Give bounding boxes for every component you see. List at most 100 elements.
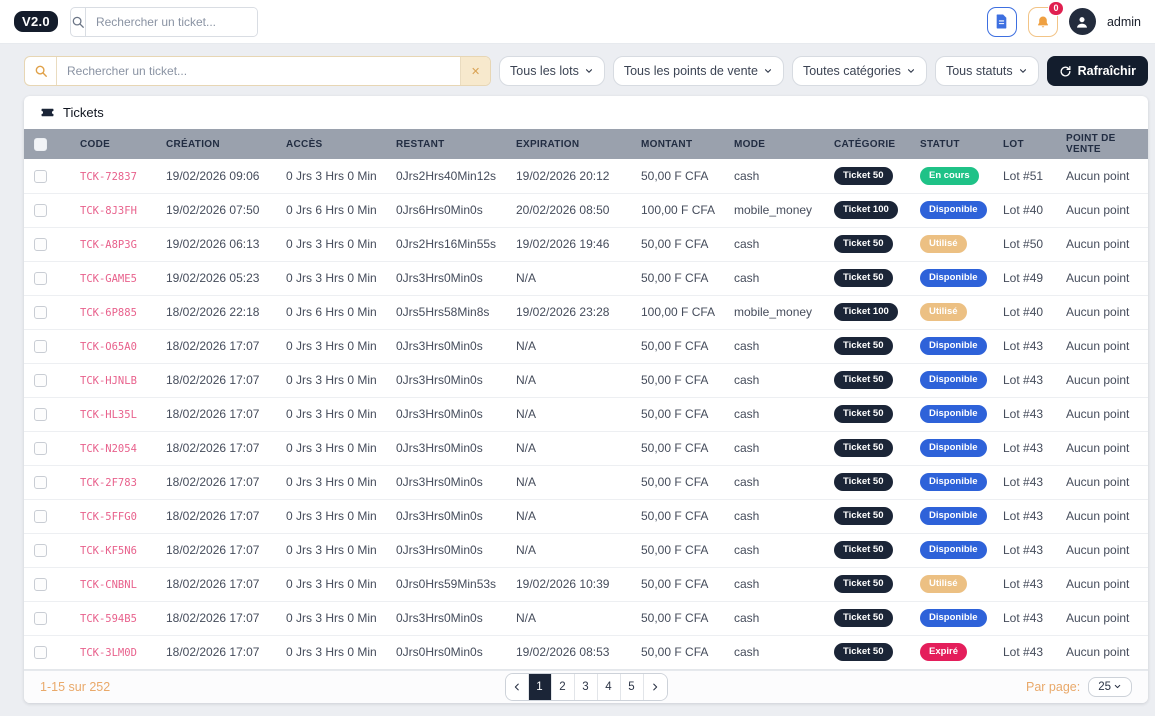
categories-filter-select[interactable]: Toutes catégories bbox=[792, 56, 927, 86]
close-icon: ✕ bbox=[471, 65, 480, 78]
page-button[interactable]: 1 bbox=[529, 674, 552, 700]
ticket-code-link[interactable]: TCK-A8P3G bbox=[80, 239, 137, 251]
statut-cell: Disponible bbox=[912, 601, 995, 635]
row-checkbox[interactable] bbox=[34, 646, 47, 659]
acces-cell: 0 Jrs 3 Hrs 0 Min bbox=[278, 363, 388, 397]
ticket-code-link[interactable]: TCK-72837 bbox=[80, 171, 137, 183]
statut-cell: Utilisé bbox=[912, 227, 995, 261]
points-filter-select[interactable]: Tous les points de vente bbox=[613, 56, 784, 86]
categorie-cell: Ticket 50 bbox=[826, 465, 912, 499]
acces-cell: 0 Jrs 3 Hrs 0 Min bbox=[278, 635, 388, 669]
lots-filter-select[interactable]: Tous les lots bbox=[499, 56, 605, 86]
mode-cell: cash bbox=[726, 635, 826, 669]
ticket-search-input[interactable] bbox=[57, 57, 460, 85]
acces-cell: 0 Jrs 3 Hrs 0 Min bbox=[278, 227, 388, 261]
ticket-code-link[interactable]: TCK-O65A0 bbox=[80, 341, 137, 353]
montant-cell: 50,00 F CFA bbox=[633, 329, 726, 363]
mode-cell: cash bbox=[726, 431, 826, 465]
ticket-code-link[interactable]: TCK-594B5 bbox=[80, 613, 137, 625]
category-badge: Ticket 50 bbox=[834, 507, 893, 525]
ticket-code-link[interactable]: TCK-HJNLB bbox=[80, 375, 137, 387]
acces-cell: 0 Jrs 3 Hrs 0 Min bbox=[278, 431, 388, 465]
row-checkbox[interactable] bbox=[34, 306, 47, 319]
expiration-cell: N/A bbox=[508, 329, 633, 363]
notifications-button[interactable]: 0 bbox=[1028, 7, 1058, 37]
refresh-button[interactable]: Rafraîchir bbox=[1047, 56, 1148, 86]
mode-cell: mobile_money bbox=[726, 193, 826, 227]
page-button[interactable]: 2 bbox=[552, 674, 575, 700]
row-checkbox[interactable] bbox=[34, 374, 47, 387]
ticket-code-link[interactable]: TCK-2F783 bbox=[80, 477, 137, 489]
topbar-search[interactable] bbox=[70, 7, 258, 37]
status-badge: Utilisé bbox=[920, 235, 967, 253]
restant-cell: 0Jrs6Hrs0Min0s bbox=[388, 193, 508, 227]
ticket-search[interactable]: ✕ bbox=[24, 56, 491, 86]
point-vente-cell: Aucun point bbox=[1058, 601, 1148, 635]
page-button[interactable]: 5 bbox=[621, 674, 644, 700]
ticket-code-link[interactable]: TCK-N2054 bbox=[80, 443, 137, 455]
lot-cell: Lot #43 bbox=[995, 363, 1058, 397]
chevron-right-icon bbox=[650, 682, 660, 692]
row-checkbox[interactable] bbox=[34, 476, 47, 489]
bell-icon bbox=[1036, 15, 1050, 29]
creation-cell: 18/02/2026 17:07 bbox=[158, 329, 278, 363]
page-button[interactable]: 3 bbox=[575, 674, 598, 700]
topbar-search-input[interactable] bbox=[86, 8, 258, 36]
acces-cell: 0 Jrs 3 Hrs 0 Min bbox=[278, 397, 388, 431]
row-checkbox[interactable] bbox=[34, 408, 47, 421]
user-avatar[interactable] bbox=[1069, 8, 1096, 35]
restant-cell: 0Jrs3Hrs0Min0s bbox=[388, 397, 508, 431]
point-vente-cell: Aucun point bbox=[1058, 329, 1148, 363]
table-row: TCK-A8P3G19/02/2026 06:130 Jrs 3 Hrs 0 M… bbox=[24, 227, 1148, 261]
ticket-code-link[interactable]: TCK-6P885 bbox=[80, 307, 137, 319]
montant-cell: 50,00 F CFA bbox=[633, 567, 726, 601]
row-checkbox[interactable] bbox=[34, 442, 47, 455]
row-checkbox[interactable] bbox=[34, 238, 47, 251]
lot-cell: Lot #43 bbox=[995, 431, 1058, 465]
row-checkbox[interactable] bbox=[34, 170, 47, 183]
checkbox-cell bbox=[24, 295, 72, 329]
status-badge: Disponible bbox=[920, 337, 987, 355]
checkbox-cell bbox=[24, 533, 72, 567]
panel-header: Tickets bbox=[24, 96, 1148, 129]
per-page-select[interactable]: 25 bbox=[1088, 677, 1132, 697]
row-checkbox[interactable] bbox=[34, 544, 47, 557]
previous-page-button[interactable] bbox=[506, 674, 529, 700]
point-vente-cell: Aucun point bbox=[1058, 227, 1148, 261]
status-badge: Disponible bbox=[920, 507, 987, 525]
point-vente-cell: Aucun point bbox=[1058, 193, 1148, 227]
row-checkbox[interactable] bbox=[34, 340, 47, 353]
category-badge: Ticket 50 bbox=[834, 575, 893, 593]
code-cell: TCK-HL35L bbox=[72, 397, 158, 431]
mode-cell: cash bbox=[726, 499, 826, 533]
ticket-code-link[interactable]: TCK-GAME5 bbox=[80, 273, 137, 285]
lot-cell: Lot #49 bbox=[995, 261, 1058, 295]
row-checkbox[interactable] bbox=[34, 510, 47, 523]
row-checkbox[interactable] bbox=[34, 612, 47, 625]
expiration-cell: N/A bbox=[508, 363, 633, 397]
status-badge: Disponible bbox=[920, 371, 987, 389]
page-button[interactable]: 4 bbox=[598, 674, 621, 700]
checkbox-cell bbox=[24, 363, 72, 397]
select-all-checkbox[interactable] bbox=[34, 138, 47, 151]
ticket-code-link[interactable]: TCK-KF5N6 bbox=[80, 545, 137, 557]
row-checkbox[interactable] bbox=[34, 578, 47, 591]
chevron-down-icon bbox=[906, 66, 916, 76]
lot-cell: Lot #43 bbox=[995, 533, 1058, 567]
montant-cell: 50,00 F CFA bbox=[633, 227, 726, 261]
documents-button[interactable] bbox=[987, 7, 1017, 37]
row-checkbox[interactable] bbox=[34, 272, 47, 285]
restant-cell: 0Jrs3Hrs0Min0s bbox=[388, 465, 508, 499]
statut-cell: En cours bbox=[912, 159, 995, 193]
clear-search-button[interactable]: ✕ bbox=[460, 57, 490, 85]
ticket-code-link[interactable]: TCK-5FFG0 bbox=[80, 511, 137, 523]
ticket-code-link[interactable]: TCK-3LM0D bbox=[80, 647, 137, 659]
row-checkbox[interactable] bbox=[34, 204, 47, 217]
next-page-button[interactable] bbox=[644, 674, 667, 700]
acces-cell: 0 Jrs 3 Hrs 0 Min bbox=[278, 533, 388, 567]
ticket-code-link[interactable]: TCK-8J3FH bbox=[80, 205, 137, 217]
mode-cell: cash bbox=[726, 465, 826, 499]
ticket-code-link[interactable]: TCK-CNBNL bbox=[80, 579, 137, 591]
status-filter-select[interactable]: Tous statuts bbox=[935, 56, 1039, 86]
ticket-code-link[interactable]: TCK-HL35L bbox=[80, 409, 137, 421]
